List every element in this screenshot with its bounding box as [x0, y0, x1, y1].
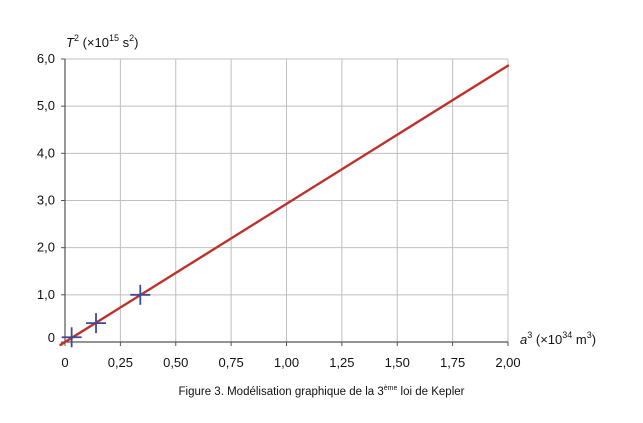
x-tick-label: 1,25: [329, 355, 354, 370]
fit-line: [59, 64, 510, 347]
data-point: [61, 327, 82, 348]
x-axis-title: a3 (×1034 m3): [520, 330, 596, 347]
data-point: [130, 284, 151, 305]
y-axis-title: T2 (×1015 s2): [66, 33, 138, 50]
y-tick-label: 0: [48, 330, 55, 345]
y-tick-label: 6,0: [37, 51, 55, 66]
x-tick-labels: 0 0,25 0,50 0,75 1,00 1,25 1,50 1,75 2,00: [61, 355, 520, 370]
data-marks: [59, 64, 510, 348]
x-tick-label: 1,50: [385, 355, 410, 370]
x-tick-label: 0,25: [108, 355, 133, 370]
y-tick-label: 3,0: [37, 193, 55, 208]
y-tick-labels: 0 1,0 2,0 3,0 4,0 5,0 6,0: [37, 51, 55, 345]
y-tick-label: 5,0: [37, 98, 55, 113]
x-tick-label: 0: [61, 355, 68, 370]
x-tick-label: 1,75: [440, 355, 465, 370]
data-point: [86, 313, 107, 334]
figure-caption: Figure 3. Modélisation graphique de la 3…: [178, 385, 465, 398]
grid: [61, 58, 509, 346]
y-tick-label: 2,0: [37, 240, 55, 255]
x-tick-label: 0,75: [218, 355, 243, 370]
x-tick-label: 2,00: [495, 355, 520, 370]
x-tick-label: 1,00: [274, 355, 299, 370]
y-tick-label: 1,0: [37, 287, 55, 302]
x-tick-label: 0,50: [163, 355, 188, 370]
y-tick-label: 4,0: [37, 145, 55, 160]
